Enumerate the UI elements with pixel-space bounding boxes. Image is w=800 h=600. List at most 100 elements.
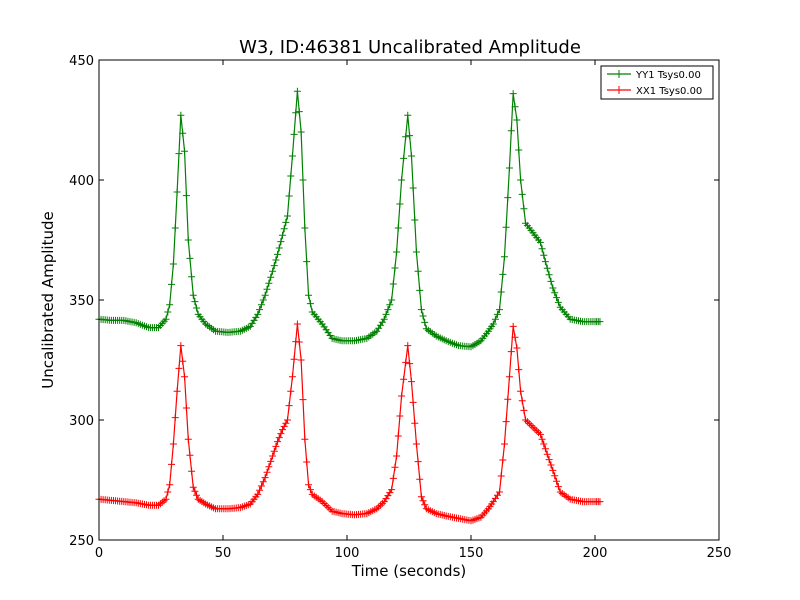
- data-point: [182, 192, 190, 200]
- data-point: [261, 291, 269, 299]
- y-tick-label: 400: [69, 174, 94, 189]
- data-point: [596, 318, 604, 326]
- data-point: [538, 435, 546, 443]
- series-line: [98, 323, 600, 522]
- data-point: [191, 487, 199, 495]
- data-point: [551, 289, 559, 297]
- data-point: [166, 481, 174, 489]
- data-point: [509, 322, 517, 330]
- data-point: [411, 419, 419, 427]
- y-tick-label: 300: [69, 414, 94, 429]
- data-point: [411, 216, 419, 224]
- data-point: [384, 492, 392, 500]
- data-point: [270, 447, 278, 455]
- data-point: [283, 416, 291, 424]
- data-point: [303, 458, 311, 466]
- data-point: [499, 270, 507, 278]
- legend-marker: [615, 70, 623, 78]
- data-point: [265, 279, 273, 287]
- legend-label: XX1 Tsys0.00: [636, 86, 702, 97]
- data-point: [188, 273, 196, 281]
- data-point: [518, 397, 526, 405]
- data-point: [282, 218, 290, 226]
- data-point: [293, 87, 301, 95]
- data-point: [511, 103, 519, 111]
- data-point: [257, 482, 265, 490]
- data-point: [186, 451, 194, 459]
- data-point: [391, 264, 399, 272]
- legend: YY1 Tsys0.00 XX1 Tsys0.00: [600, 65, 714, 100]
- data-point: [288, 373, 296, 381]
- data-point: [549, 284, 557, 292]
- data-point: [299, 396, 307, 404]
- data-point: [303, 258, 311, 266]
- x-tick-label: 100: [335, 546, 360, 561]
- data-point: [270, 262, 278, 270]
- data-point: [419, 312, 427, 320]
- plot-area: [95, 87, 604, 525]
- data-point: [393, 452, 401, 460]
- data-point: [502, 418, 510, 426]
- data-point: [283, 212, 291, 220]
- data-point: [389, 280, 397, 288]
- data-point: [274, 250, 282, 258]
- data-point: [189, 291, 197, 299]
- data-point: [274, 438, 282, 446]
- data-point: [554, 483, 562, 491]
- data-point: [497, 288, 505, 296]
- data-point: [388, 486, 396, 494]
- data-point: [292, 109, 300, 117]
- data-point: [596, 498, 604, 506]
- data-point: [398, 176, 406, 184]
- data-point: [279, 231, 287, 239]
- data-point: [396, 412, 404, 420]
- data-point: [184, 435, 192, 443]
- data-point: [164, 308, 172, 316]
- data-point: [520, 205, 528, 213]
- data-point: [297, 128, 305, 136]
- data-point: [382, 495, 390, 503]
- data-point: [299, 176, 307, 184]
- data-point: [406, 360, 414, 368]
- data-point: [169, 440, 177, 448]
- data-point: [404, 111, 412, 119]
- data-point: [175, 364, 183, 372]
- data-point: [400, 375, 408, 383]
- data-point: [275, 434, 283, 442]
- data-point: [267, 457, 275, 465]
- data-point: [386, 489, 394, 497]
- x-tick-label: 150: [459, 546, 484, 561]
- data-point: [499, 456, 507, 464]
- data-point: [553, 477, 561, 485]
- data-point: [389, 474, 397, 482]
- data-point: [386, 301, 394, 309]
- data-point: [417, 493, 425, 501]
- data-point: [497, 472, 505, 480]
- data-point: [511, 333, 519, 341]
- data-point: [538, 245, 546, 253]
- data-point: [416, 475, 424, 483]
- data-point: [416, 286, 424, 294]
- data-point: [496, 306, 504, 314]
- data-point: [169, 260, 177, 268]
- data-point: [189, 483, 197, 491]
- data-point: [375, 324, 383, 332]
- series-1: [95, 87, 604, 351]
- data-point: [541, 258, 549, 266]
- data-point: [186, 254, 194, 262]
- data-point: [162, 315, 170, 323]
- data-point: [547, 277, 555, 285]
- data-point: [553, 294, 561, 302]
- data-point: [400, 154, 408, 162]
- data-point: [396, 200, 404, 208]
- x-tick-label: 0: [95, 546, 103, 561]
- legend-entry: XX1 Tsys0.00: [607, 86, 702, 97]
- data-point: [177, 342, 185, 350]
- data-point: [540, 440, 548, 448]
- data-point: [181, 373, 189, 381]
- data-point: [166, 301, 174, 309]
- data-point: [277, 430, 285, 438]
- legend-label: YY1 Tsys0.00: [635, 70, 701, 81]
- data-point: [414, 267, 422, 275]
- data-point: [545, 456, 553, 464]
